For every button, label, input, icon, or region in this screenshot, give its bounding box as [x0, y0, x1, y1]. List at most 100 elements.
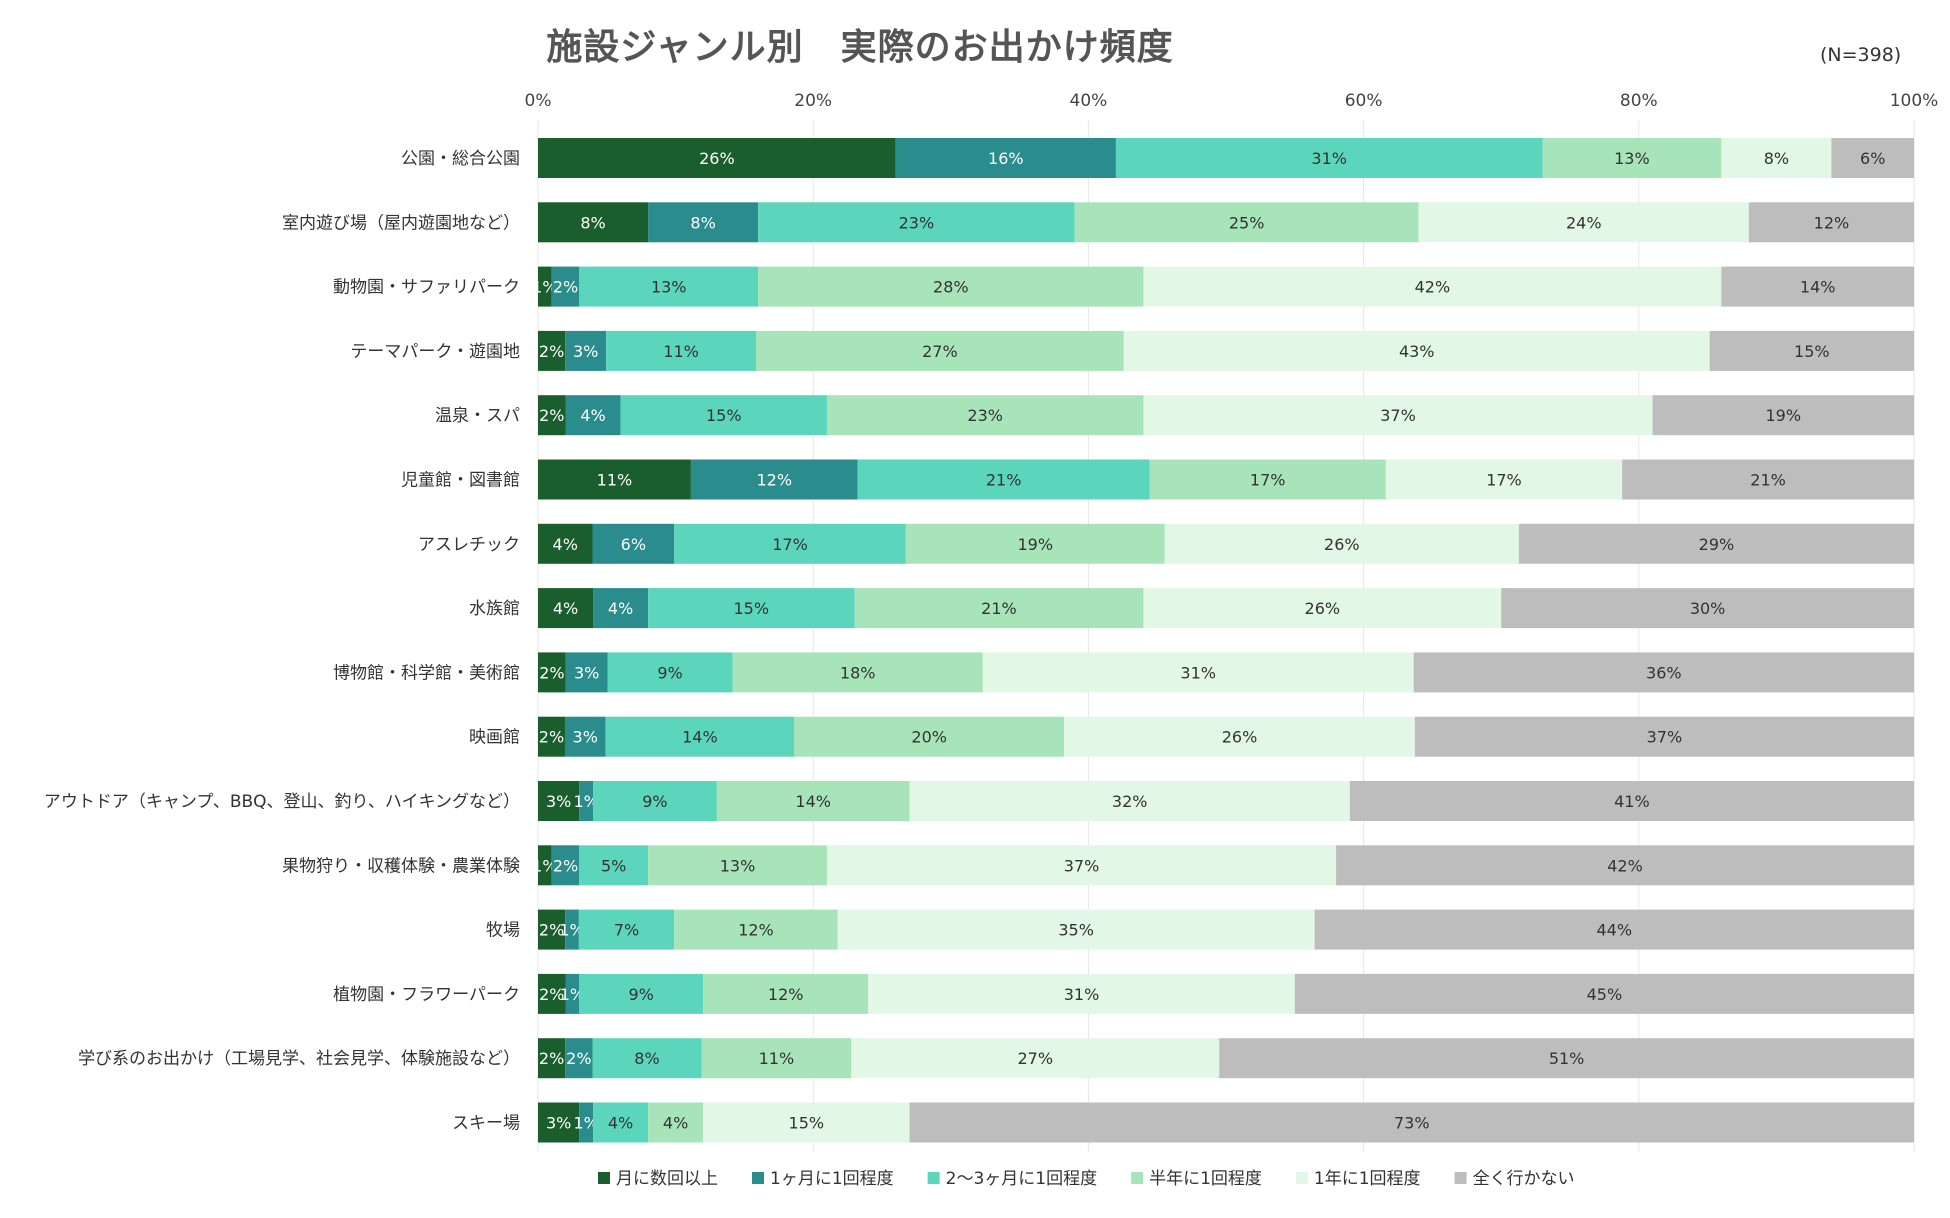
bar-segment: [606, 330, 756, 371]
bar-segment: [1831, 138, 1914, 178]
bar-segment: [538, 781, 580, 821]
data-label: 3%: [574, 663, 599, 682]
data-label: 1%: [532, 856, 557, 875]
bar-segment: [578, 909, 675, 950]
data-label: 41%: [1614, 792, 1650, 811]
bar-segment: [538, 652, 566, 693]
category-label: 学び系のお出かけ（工場見学、社会見学、体験施設など）: [78, 1049, 520, 1069]
bar-segment: [909, 781, 1350, 821]
data-label: 45%: [1587, 985, 1623, 1004]
bar-segment: [1074, 202, 1419, 243]
bar-segment: [538, 266, 552, 307]
bar-segment: [1418, 202, 1749, 243]
data-label: 8%: [690, 213, 715, 232]
data-label: 37%: [1380, 406, 1416, 425]
bar-segment: [565, 909, 579, 950]
bar-segment: [1542, 138, 1722, 178]
legend-swatch: [1131, 1172, 1144, 1184]
bar-segment: [592, 523, 675, 564]
category-label: 動物園・サファリパーク: [333, 278, 520, 298]
bar-segment: [593, 781, 717, 821]
bar-segment: [648, 845, 827, 886]
data-label: 19%: [1765, 406, 1801, 425]
bar-segment: [1143, 395, 1653, 436]
bar-segment: [538, 459, 691, 500]
category-label: アスレチック: [418, 535, 520, 555]
bar-segment: [1314, 909, 1914, 950]
bar-segment: [1064, 716, 1415, 757]
data-label: 3%: [573, 728, 598, 747]
x-tick-label: 80%: [1620, 91, 1658, 111]
bar-segment: [538, 523, 593, 564]
bar-segment: [703, 973, 869, 1014]
data-label: 2%: [553, 856, 578, 875]
legend-swatch: [598, 1172, 610, 1184]
bar-segment: [1622, 459, 1914, 500]
data-label: 31%: [1311, 149, 1347, 168]
data-label: 12%: [757, 471, 793, 490]
data-label: 27%: [922, 342, 958, 361]
data-label: 30%: [1690, 599, 1726, 618]
bar-segment: [648, 1102, 704, 1143]
data-label: 11%: [759, 1049, 795, 1068]
bar-segment: [851, 1038, 1220, 1079]
data-label: 4%: [608, 1114, 633, 1133]
bar-segment: [593, 588, 649, 629]
data-label: 35%: [1058, 921, 1094, 940]
bar-segment: [593, 1102, 649, 1143]
data-label: 23%: [899, 213, 935, 232]
data-label: 32%: [1112, 792, 1148, 811]
bar-segment: [579, 1102, 594, 1143]
data-label: 2%: [539, 985, 564, 1004]
category-label: 植物園・フラワーパーク: [333, 985, 520, 1005]
data-label: 14%: [1800, 278, 1836, 297]
bar-segment: [716, 781, 910, 821]
data-label: 2%: [539, 1049, 564, 1068]
bar-segment: [538, 330, 566, 371]
legend-label: 2〜3ヶ月に1回程度: [946, 1169, 1097, 1189]
bar-segment: [538, 1038, 566, 1079]
category-label: テーマパーク・遊園地: [350, 342, 520, 362]
data-label: 3%: [546, 1114, 571, 1133]
category-label: 果物狩り・収穫体験・農業体験: [282, 856, 520, 876]
bar-segment: [1149, 459, 1386, 500]
data-label: 13%: [1614, 149, 1650, 168]
sample-size-note: (N=398): [1820, 44, 1902, 66]
bar-segment: [565, 973, 580, 1014]
data-label: 12%: [768, 985, 804, 1004]
bar-segment: [1219, 1038, 1914, 1079]
bar-segment: [551, 266, 580, 307]
data-label: 2%: [539, 406, 564, 425]
bar-segment: [1349, 781, 1914, 821]
data-label: 1%: [560, 985, 585, 1004]
legend-swatch: [927, 1172, 940, 1184]
bar-segment: [565, 652, 608, 693]
bar-segment: [794, 716, 1065, 757]
data-label: 4%: [580, 406, 605, 425]
bar-segment: [1413, 652, 1914, 693]
data-label: 13%: [720, 856, 756, 875]
bar-segment: [579, 781, 594, 821]
data-label: 11%: [663, 342, 699, 361]
bar-segment: [579, 845, 649, 886]
data-label: 8%: [580, 213, 605, 232]
category-label: 水族館: [469, 599, 520, 619]
bar-segment: [826, 395, 1144, 436]
bar-segment: [1518, 523, 1914, 564]
bar-segment: [538, 845, 552, 886]
data-label: 21%: [1750, 471, 1786, 490]
category-label: アウトドア（キャンプ、BBQ、登山、釣り、ハイキングなど）: [44, 792, 520, 812]
bar-segment: [909, 1102, 1914, 1143]
data-label: 17%: [1250, 471, 1286, 490]
bar-segment: [837, 909, 1315, 950]
bar-segment: [868, 973, 1295, 1014]
bar-segment: [1336, 845, 1914, 886]
category-label: 映画館: [469, 728, 520, 748]
data-label: 4%: [553, 599, 578, 618]
bar-segment: [1501, 588, 1914, 629]
legend-label: 半年に1回程度: [1149, 1169, 1262, 1189]
category-label: スキー場: [452, 1114, 520, 1134]
data-label: 2%: [539, 921, 564, 940]
bar-segment: [538, 588, 594, 629]
legend-label: 全く行かない: [1473, 1169, 1575, 1189]
